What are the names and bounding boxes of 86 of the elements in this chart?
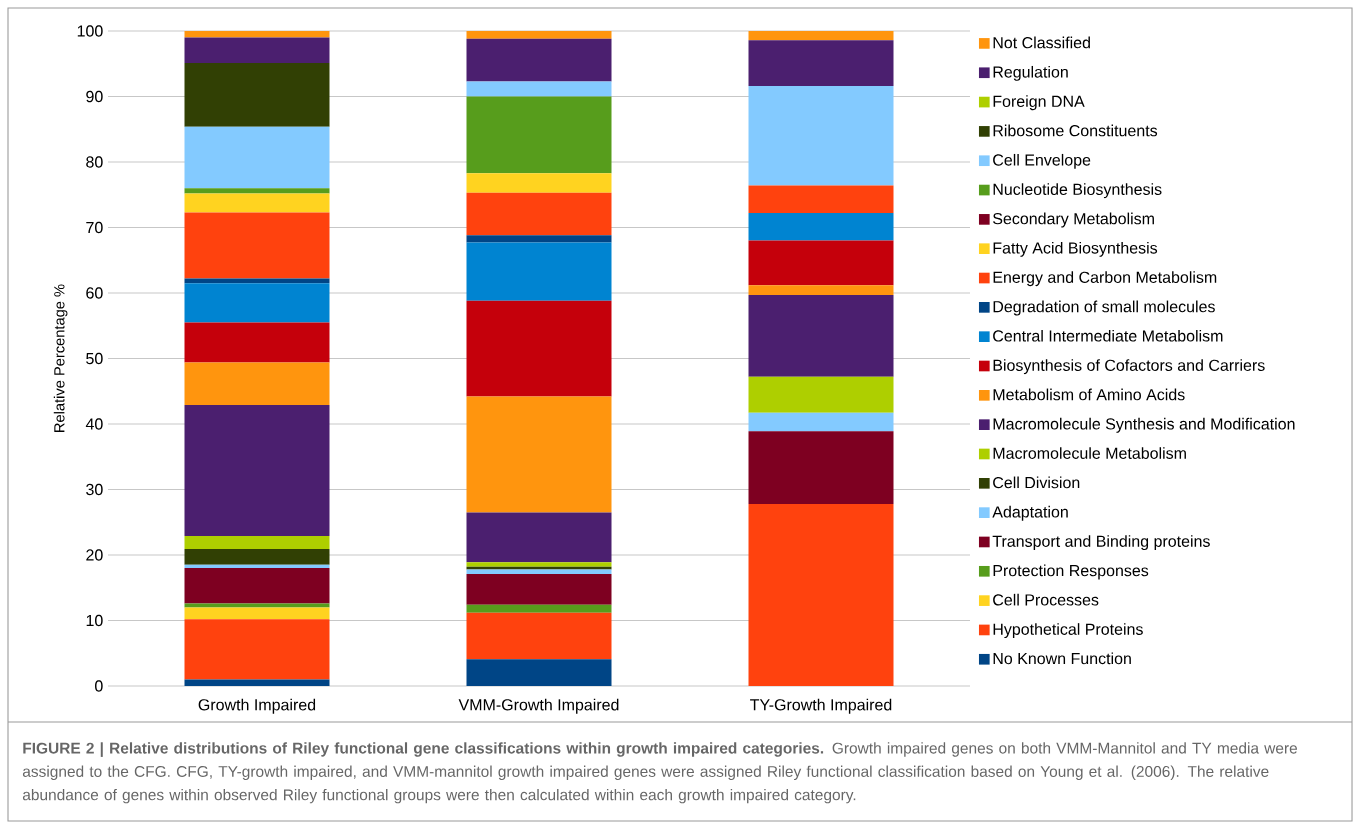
bar: [184, 37, 330, 64]
bar: [748, 285, 894, 295]
bar: [466, 512, 612, 563]
legend-label: Secondary Metabolism: [993, 212, 1154, 228]
bar: [466, 396, 612, 513]
y-tick-label: 40: [85, 418, 103, 430]
y-tick-label: 50: [86, 352, 103, 365]
bar: [466, 574, 612, 605]
legend-label: Cell Processes: [993, 593, 1099, 606]
legend-label: Central Intermediate Metabolism: [993, 329, 1223, 342]
y-tick-label: 0: [95, 680, 103, 692]
bar: [184, 212, 330, 279]
y-tick-label: 80: [86, 156, 103, 168]
legend-label: Metabolism of Amino Acids: [993, 388, 1185, 401]
bar: [184, 405, 330, 537]
bar: [184, 31, 330, 38]
y-tick-label: 70: [86, 221, 103, 234]
bar: [466, 81, 612, 97]
bar: [466, 38, 612, 82]
y-tick-label: 20: [86, 549, 103, 561]
bar: [748, 86, 894, 186]
legend-label: Macromolecule Synthesis and Modification: [993, 417, 1295, 433]
y-tick-label: 30: [86, 483, 103, 496]
bar: [466, 31, 612, 39]
bar: [184, 322, 330, 363]
bar: [466, 659, 612, 687]
legend-label: Transport and Binding proteins: [992, 535, 1210, 551]
legend-label: Not Classified: [993, 36, 1090, 49]
bar: [748, 503, 894, 687]
bar: [466, 242, 612, 301]
legend-label: Protection Responses: [993, 564, 1149, 580]
bar: [748, 185, 894, 214]
legend-label: Fatty Acid Biosynthesis: [993, 241, 1158, 257]
legend-label: Energy and Carbon Metabolism: [993, 271, 1217, 287]
bar: [466, 604, 612, 613]
bar: [184, 536, 330, 550]
legend-label: Regulation: [993, 65, 1068, 81]
bar: [466, 300, 612, 397]
y-axis-title: Relative Percentage %: [53, 284, 68, 432]
bar: [748, 431, 894, 504]
bar: [184, 188, 330, 194]
y-tick-label: 100: [77, 25, 103, 37]
bar: [466, 173, 612, 193]
bar: [748, 40, 894, 87]
bar: [466, 562, 612, 567]
bar: [184, 193, 330, 213]
y-tick-label: 90: [86, 90, 103, 103]
bar: [748, 31, 894, 41]
bar: [466, 612, 612, 660]
legend-label: Adaptation: [992, 505, 1068, 521]
bar: [466, 235, 612, 243]
legend-label: Cell Division: [993, 476, 1080, 489]
bar: [748, 240, 894, 286]
legend-label: Macromolecule Metabolism: [993, 447, 1186, 459]
legend-label: Degradation of small molecules: [993, 300, 1215, 316]
bar: [466, 569, 612, 575]
bar: [184, 619, 330, 680]
bar: [748, 376, 894, 413]
x-tick-label: Growth Impaired: [198, 698, 316, 714]
legend-label: Cell Envelope: [993, 153, 1091, 169]
legend-label: Hypothetical Proteins: [993, 623, 1143, 639]
legend-label: Biosynthesis of Cofactors and Carriers: [993, 359, 1265, 375]
legend-label: Nucleotide Biosynthesis: [993, 183, 1162, 199]
bar: [184, 549, 330, 565]
bar: [466, 96, 612, 174]
text: FIGURE 2 | Relative distributions of Riley functional gene classifications within growth impaired categories. Growth impaired genes on both VMM-Mannitol and TY media were assigned to the CFG. CFG, TY-growth impaired, and VMM-mannitol growth impaired genes were assigned Riley functional classification based on Young et al. (2006). The relative abundance of genes within observed Riley functional groups were then calculated within each growth impaired category.: [22, 742, 1298, 804]
x-tick-label: VMM-Growth Impaired: [458, 698, 619, 714]
legend-label: Ribosome Constituents: [993, 124, 1158, 137]
legend-label: Foreign DNA: [993, 95, 1085, 111]
bar: [748, 294, 894, 377]
bar: [184, 362, 330, 406]
legend-label: No Known Function: [993, 652, 1131, 665]
bar: [184, 564, 330, 569]
y-tick-label: 60: [86, 287, 103, 299]
bar: [184, 679, 330, 687]
bar: [184, 283, 330, 323]
bar: [184, 126, 330, 189]
x-tick-label: TY-Growth Impaired: [750, 698, 892, 714]
bar: [466, 192, 612, 236]
bar: [748, 412, 894, 432]
y-tick-label: 10: [86, 614, 103, 627]
bar: [184, 607, 330, 620]
bar: [748, 213, 894, 241]
bar: [184, 603, 330, 608]
bar: [184, 568, 330, 604]
bar: [184, 63, 330, 127]
